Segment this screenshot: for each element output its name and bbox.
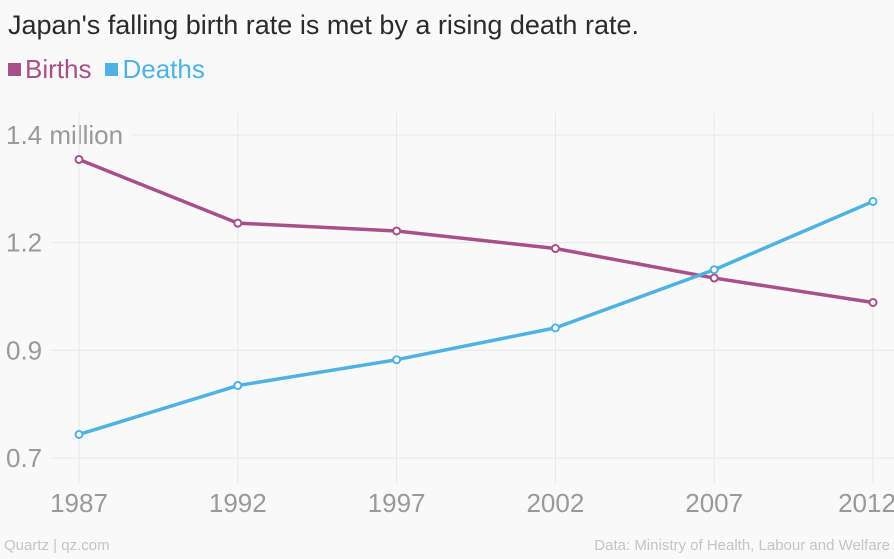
footer-source: Data: Ministry of Health, Labour and Wel… bbox=[594, 537, 890, 554]
legend: Births Deaths bbox=[8, 54, 205, 85]
y-tick-label: 0.9 bbox=[6, 335, 42, 365]
x-tick-label: 1997 bbox=[368, 488, 426, 518]
x-tick-label: 2002 bbox=[526, 488, 584, 518]
deaths-swatch-icon bbox=[105, 63, 119, 76]
data-point-births bbox=[233, 218, 243, 228]
legend-deaths-label: Deaths bbox=[122, 54, 205, 84]
data-point-births bbox=[550, 244, 560, 254]
data-point-deaths bbox=[392, 355, 402, 365]
y-tick-label: 0.7 bbox=[6, 443, 42, 473]
data-point-births bbox=[709, 273, 719, 283]
births-swatch-icon bbox=[8, 63, 21, 76]
data-point-deaths bbox=[550, 323, 560, 333]
data-point-deaths bbox=[709, 265, 719, 275]
data-point-deaths bbox=[74, 429, 84, 439]
data-point-deaths bbox=[868, 196, 878, 206]
series-line-births bbox=[78, 157, 874, 305]
data-point-births bbox=[74, 154, 84, 164]
x-tick-label: 1987 bbox=[50, 488, 108, 518]
data-point-births bbox=[868, 297, 878, 307]
data-point-births bbox=[392, 226, 402, 236]
y-tick-label: 1.4 million bbox=[6, 120, 123, 150]
x-tick-label: 1992 bbox=[209, 488, 267, 518]
footer-credit: Quartz | qz.com bbox=[4, 537, 110, 554]
legend-deaths: Deaths bbox=[105, 54, 205, 85]
series-line-deaths bbox=[78, 199, 874, 437]
legend-births-label: Births bbox=[25, 54, 92, 84]
y-tick-label: 1.2 bbox=[6, 228, 42, 258]
legend-births: Births bbox=[8, 54, 91, 85]
x-tick-label: 2007 bbox=[685, 488, 743, 518]
chart-title: Japan's falling birth rate is met by a r… bbox=[8, 10, 639, 40]
data-point-deaths bbox=[233, 381, 243, 391]
x-tick-label: 2012 bbox=[838, 488, 894, 518]
